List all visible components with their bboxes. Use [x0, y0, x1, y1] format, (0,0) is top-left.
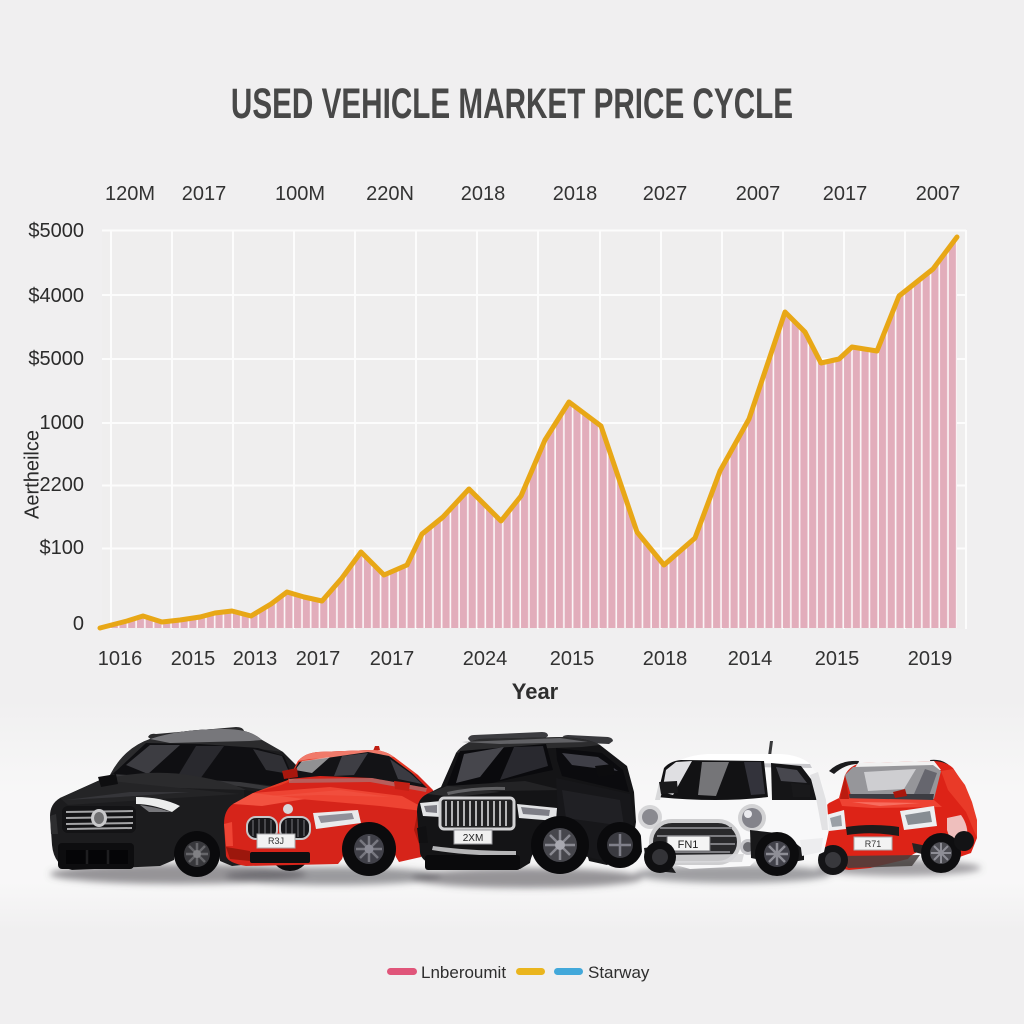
svg-text:FN1: FN1 [678, 839, 699, 851]
svg-text:R3J: R3J [268, 836, 284, 846]
svg-text:2XM: 2XM [463, 833, 484, 844]
svg-text:R71: R71 [865, 839, 882, 849]
